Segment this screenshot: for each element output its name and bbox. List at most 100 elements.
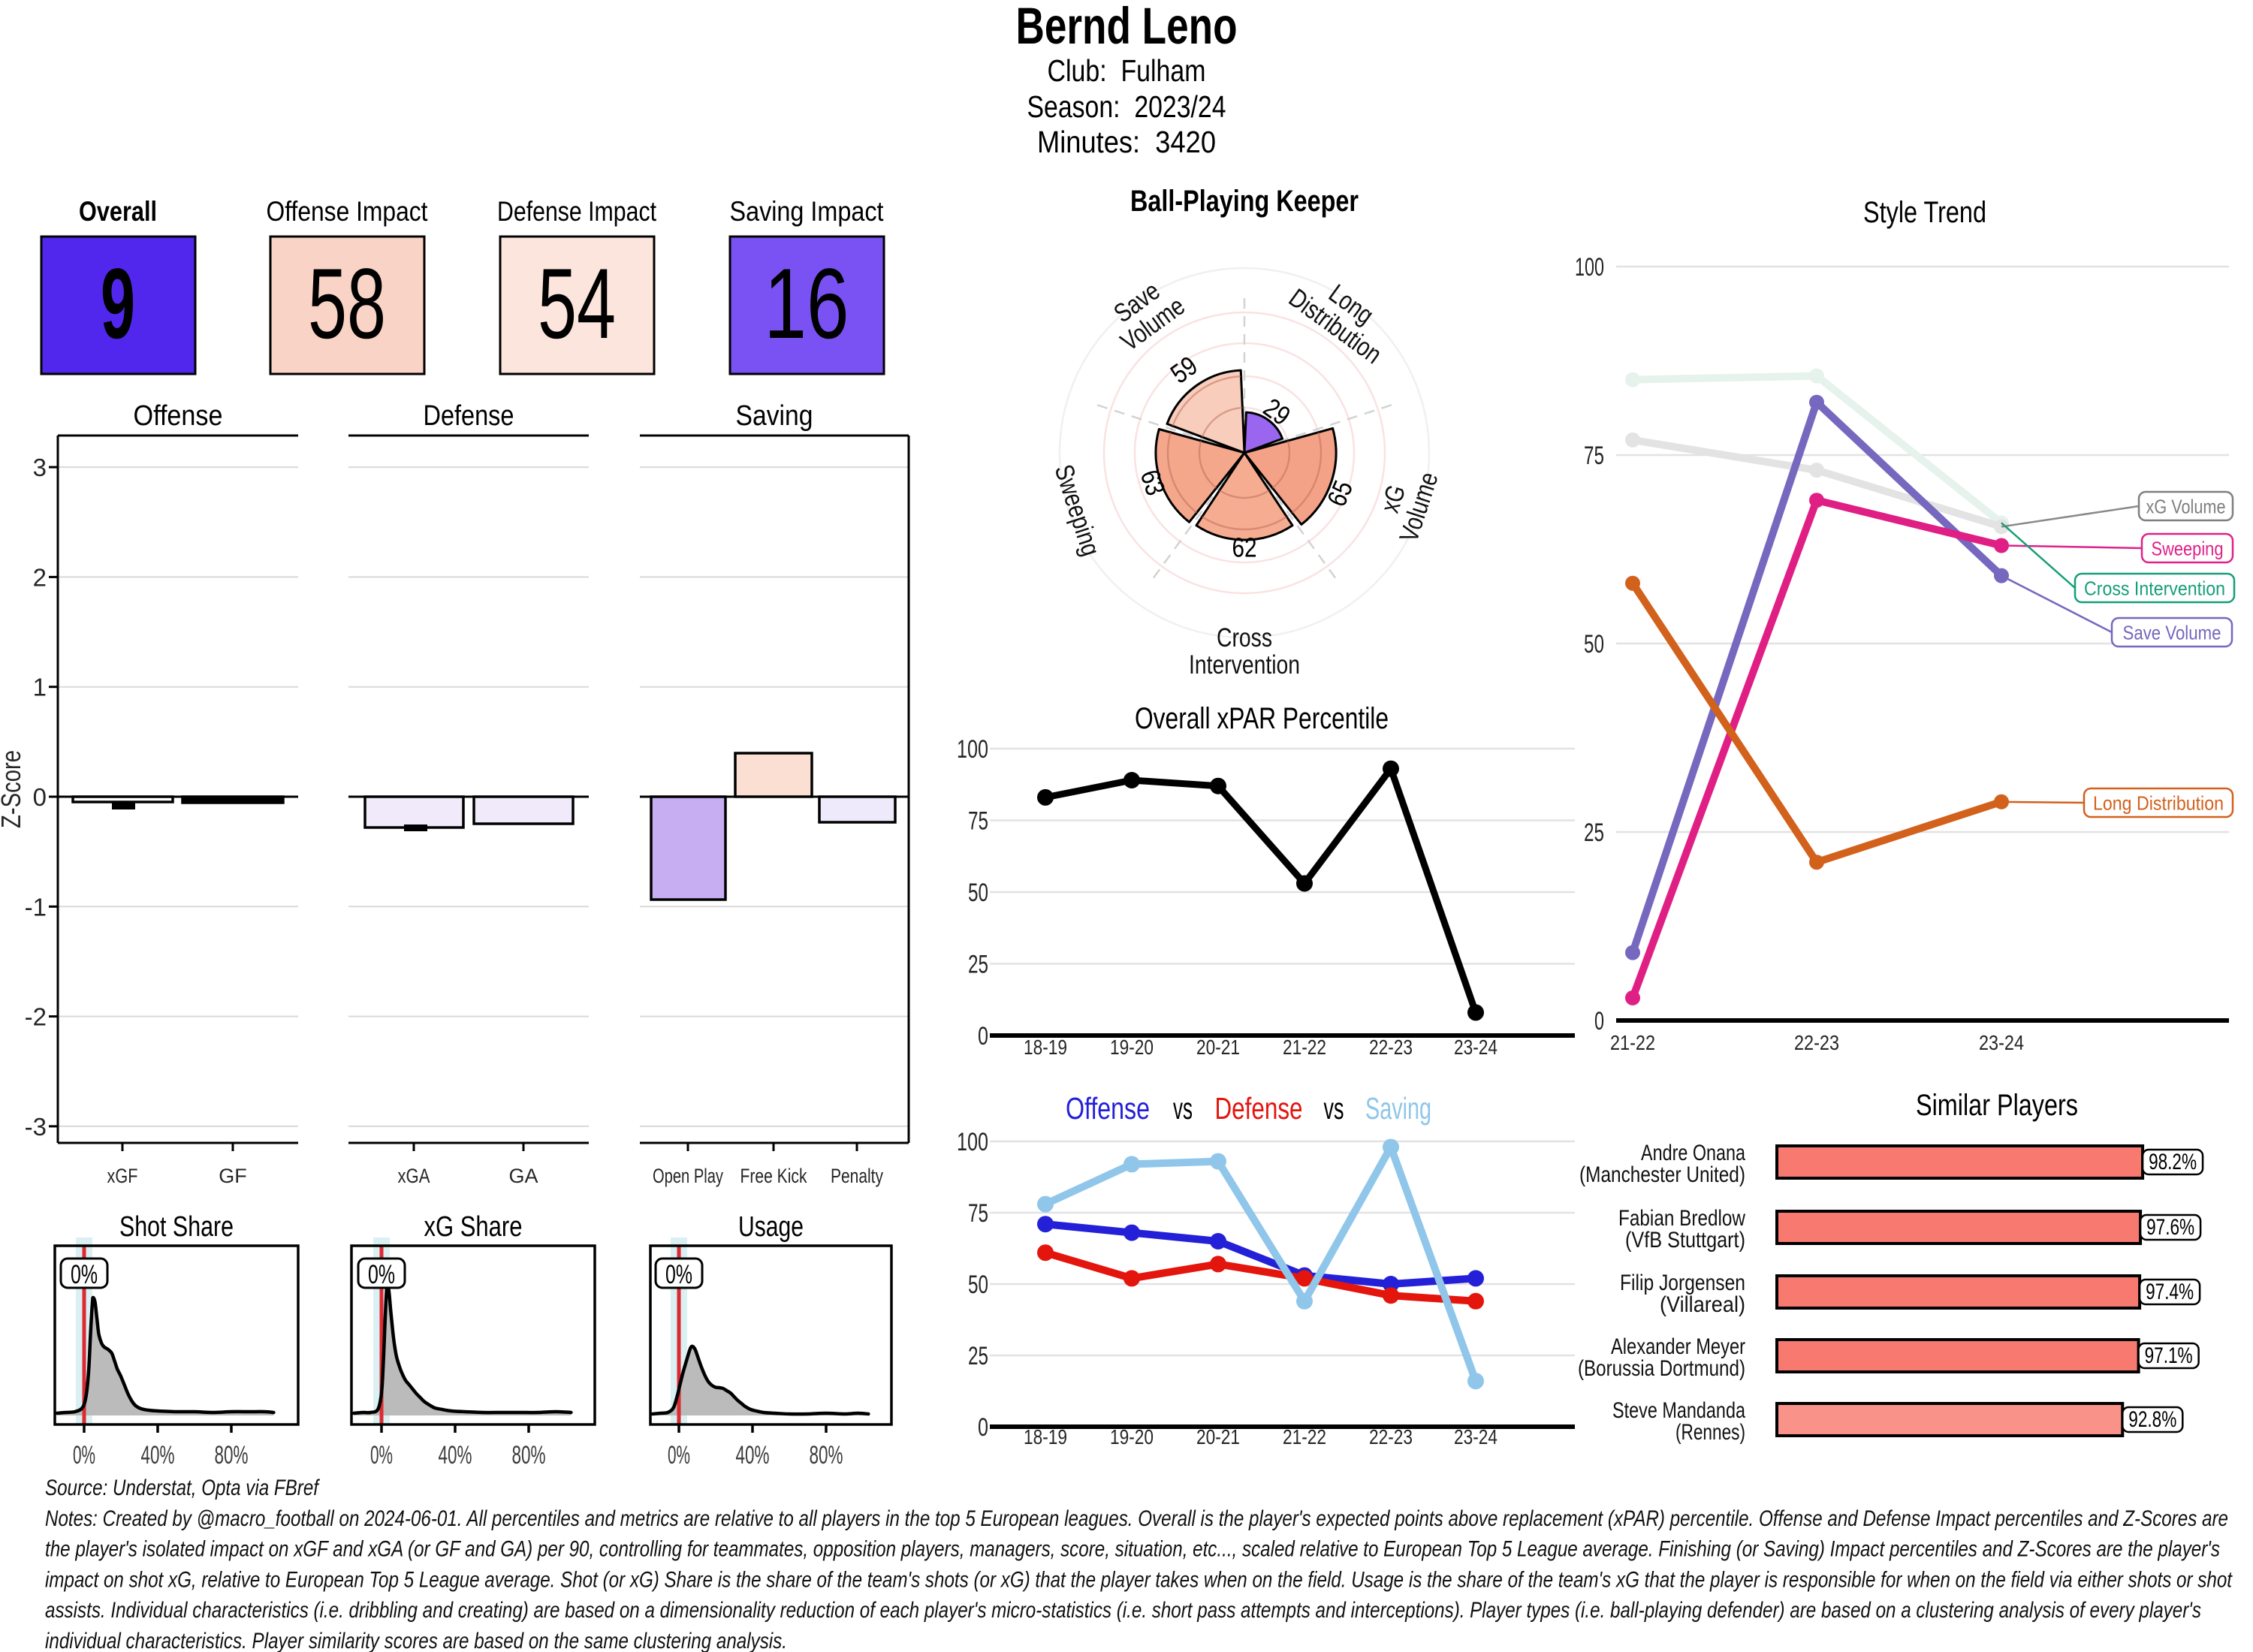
- svg-text:Season: 2023/24: Season: 2023/24: [1027, 89, 1226, 124]
- svg-text:9: 9: [101, 249, 135, 360]
- svg-text:Defense: Defense: [1215, 1091, 1303, 1126]
- svg-text:Bernd Leno: Bernd Leno: [1016, 0, 1238, 55]
- svg-text:assists. Individual characteri: assists. Individual characteristics (i.e…: [45, 1598, 2201, 1623]
- svg-text:18-19: 18-19: [1024, 1036, 1067, 1059]
- svg-text:Intervention: Intervention: [1189, 650, 1300, 680]
- svg-text:0%: 0%: [71, 1260, 98, 1289]
- svg-text:Filip Jorgensen: Filip Jorgensen: [1620, 1271, 1745, 1295]
- svg-text:97.6%: 97.6%: [2146, 1215, 2194, 1240]
- svg-text:25: 25: [1584, 818, 1604, 847]
- svg-text:22-23: 22-23: [1794, 1031, 1839, 1054]
- svg-text:Saving: Saving: [1365, 1091, 1431, 1126]
- svg-text:80%: 80%: [512, 1441, 546, 1470]
- svg-text:54: 54: [538, 249, 616, 360]
- svg-text:0%: 0%: [73, 1441, 95, 1470]
- svg-text:98.2%: 98.2%: [2149, 1150, 2197, 1174]
- svg-text:62: 62: [1232, 532, 1257, 563]
- svg-text:97.1%: 97.1%: [2145, 1343, 2193, 1368]
- svg-text:75: 75: [968, 1199, 988, 1228]
- svg-text:Offense: Offense: [1066, 1091, 1150, 1126]
- svg-text:Long Distribution: Long Distribution: [2093, 792, 2224, 815]
- svg-text:Saving Impact: Saving Impact: [730, 196, 885, 227]
- svg-text:Offense Impact: Offense Impact: [267, 196, 429, 227]
- svg-text:Penalty: Penalty: [831, 1165, 883, 1187]
- svg-text:23-24: 23-24: [1979, 1031, 2024, 1054]
- svg-text:Defense Impact: Defense Impact: [497, 196, 657, 227]
- svg-text:0: 0: [978, 1413, 988, 1442]
- svg-text:40%: 40%: [141, 1441, 175, 1470]
- svg-text:Save Volume: Save Volume: [2123, 622, 2221, 644]
- svg-text:25: 25: [968, 951, 988, 979]
- svg-text:0: 0: [978, 1022, 988, 1051]
- svg-text:Notes: Created by @macro_footb: Notes: Created by @macro_football on 202…: [45, 1506, 2228, 1531]
- svg-text:50: 50: [968, 1271, 988, 1299]
- svg-text:58: 58: [308, 249, 386, 360]
- svg-text:the player's isolated impact o: the player's isolated impact on xGF and …: [45, 1537, 2220, 1562]
- svg-text:-3: -3: [25, 1113, 47, 1141]
- svg-text:100: 100: [1575, 253, 1604, 282]
- svg-text:23-24: 23-24: [1454, 1036, 1497, 1059]
- svg-text:0: 0: [1594, 1007, 1604, 1036]
- svg-text:Club: Fulham: Club: Fulham: [1048, 53, 1206, 88]
- svg-text:Open Play: Open Play: [653, 1165, 723, 1187]
- svg-text:xG Share: xG Share: [424, 1211, 523, 1243]
- svg-text:19-20: 19-20: [1110, 1425, 1154, 1449]
- svg-text:97.4%: 97.4%: [2146, 1280, 2194, 1304]
- svg-text:22-23: 22-23: [1369, 1036, 1413, 1059]
- svg-text:Fabian Bredlow: Fabian Bredlow: [1618, 1206, 1745, 1231]
- svg-text:20-21: 20-21: [1196, 1425, 1240, 1449]
- svg-text:20-21: 20-21: [1196, 1036, 1240, 1059]
- svg-text:0%: 0%: [368, 1260, 395, 1289]
- svg-text:100: 100: [957, 1128, 988, 1156]
- svg-text:Similar Players: Similar Players: [1916, 1089, 2078, 1122]
- svg-text:21-22: 21-22: [1283, 1425, 1326, 1449]
- svg-text:xGA: xGA: [398, 1165, 430, 1187]
- svg-text:Minutes: 3420: Minutes: 3420: [1037, 125, 1216, 159]
- svg-text:2: 2: [33, 563, 47, 591]
- svg-text:Andre Onana: Andre Onana: [1641, 1141, 1745, 1165]
- svg-text:Sweeping: Sweeping: [2152, 538, 2224, 560]
- svg-text:vs: vs: [1324, 1091, 1344, 1126]
- svg-text:92.8%: 92.8%: [2128, 1407, 2176, 1432]
- svg-text:Alexander Meyer: Alexander Meyer: [1611, 1334, 1745, 1359]
- svg-text:100: 100: [957, 735, 988, 764]
- svg-text:80%: 80%: [810, 1441, 843, 1470]
- svg-text:individual characteristics. Pl: individual characteristics. Player simil…: [45, 1629, 787, 1652]
- svg-text:(Villareal): (Villareal): [1660, 1292, 1745, 1317]
- svg-text:22-23: 22-23: [1369, 1425, 1413, 1449]
- svg-text:Offense: Offense: [134, 400, 223, 432]
- svg-text:-1: -1: [25, 893, 47, 921]
- svg-text:(VfB Stuttgart): (VfB Stuttgart): [1625, 1228, 1745, 1253]
- svg-text:Cross Intervention: Cross Intervention: [2084, 577, 2225, 600]
- svg-text:3: 3: [33, 454, 47, 481]
- svg-text:Free Kick: Free Kick: [740, 1165, 807, 1187]
- svg-text:0%: 0%: [668, 1441, 690, 1470]
- svg-text:Defense: Defense: [424, 400, 514, 432]
- svg-text:GA: GA: [508, 1165, 538, 1187]
- svg-text:1: 1: [33, 674, 47, 701]
- svg-text:(Manchester United): (Manchester United): [1579, 1162, 1745, 1187]
- svg-text:Saving: Saving: [736, 400, 813, 432]
- svg-text:Z-Score: Z-Score: [0, 750, 26, 828]
- svg-text:75: 75: [968, 807, 988, 836]
- svg-text:(Borussia Dortmund): (Borussia Dortmund): [1578, 1356, 1745, 1381]
- svg-text:75: 75: [1584, 442, 1604, 470]
- svg-text:21-22: 21-22: [1610, 1031, 1655, 1054]
- svg-text:-2: -2: [25, 1003, 47, 1031]
- svg-text:Overall: Overall: [79, 196, 157, 227]
- svg-text:21-22: 21-22: [1283, 1036, 1326, 1059]
- svg-text:0: 0: [33, 783, 47, 811]
- svg-text:80%: 80%: [215, 1441, 249, 1470]
- svg-text:19-20: 19-20: [1110, 1036, 1154, 1059]
- svg-text:Overall xPAR Percentile: Overall xPAR Percentile: [1135, 702, 1389, 735]
- svg-text:Ball-Playing Keeper: Ball-Playing Keeper: [1130, 185, 1359, 218]
- svg-text:impact on shot xG, relative to: impact on shot xG, relative to European …: [45, 1567, 2233, 1592]
- svg-text:0%: 0%: [665, 1260, 692, 1289]
- svg-text:Usage: Usage: [738, 1211, 804, 1243]
- svg-text:Steve Mandanda: Steve Mandanda: [1612, 1398, 1745, 1423]
- svg-text:Source: Understat, Opta via FB: Source: Understat, Opta via FBref: [45, 1476, 320, 1500]
- svg-text:50: 50: [1584, 630, 1604, 659]
- svg-text:16: 16: [765, 249, 849, 360]
- svg-text:xGF: xGF: [107, 1165, 138, 1187]
- svg-text:GF: GF: [219, 1165, 247, 1187]
